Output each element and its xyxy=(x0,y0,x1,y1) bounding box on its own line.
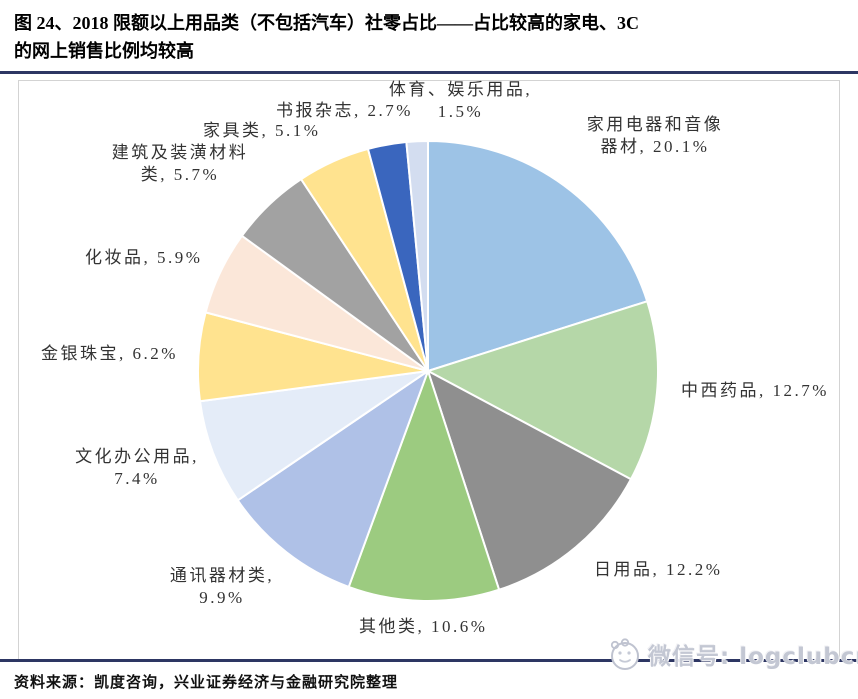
title-divider-rule xyxy=(0,71,858,74)
pie-slice-4 xyxy=(347,370,501,602)
pie-callout-medicine: 中西药品, 12.7% xyxy=(681,380,829,402)
pie-callout-building-materials: 建筑及装潢材料 类, 5.7% xyxy=(104,142,256,186)
wechat-mascot-icon xyxy=(610,638,639,670)
pie-slice-3 xyxy=(427,370,632,591)
pie-slice-1 xyxy=(427,140,649,372)
pie-callout-home-appliances: 家用电器和音像 器材, 20.1% xyxy=(570,114,740,158)
callout-text: 类, 5.7% xyxy=(140,165,220,184)
figure-title: 图 24、2018 限额以上用品类（不包括汽车）社零占比——占比较高的家电、3C… xyxy=(14,9,846,65)
callout-text: 7.4% xyxy=(114,469,160,488)
callout-text: 1.5% xyxy=(437,102,484,121)
watermark-text: 微信号: logclubcn xyxy=(648,644,858,670)
callout-text: 化妆品, 5.9% xyxy=(85,248,203,267)
pie-callout-daily-goods: 日用品, 12.2% xyxy=(594,559,722,581)
footer-divider-rule xyxy=(0,659,858,662)
pie-callout-culture-office: 文化办公用品, 7.4% xyxy=(72,446,202,490)
pie-callout-cosmetics: 化妆品, 5.9% xyxy=(85,247,202,269)
pie-chart xyxy=(197,140,659,602)
figure-title-line1: 图 24、2018 限额以上用品类（不包括汽车）社零占比——占比较高的家电、3C xyxy=(14,13,639,33)
callout-text: 其他类, 10.6% xyxy=(359,617,488,636)
pie-slice-6 xyxy=(199,370,429,502)
pie-callout-books-newspapers: 书报杂志, 2.7% xyxy=(276,100,413,122)
pie-callout-jewelry: 金银珠宝, 6.2% xyxy=(41,343,178,365)
source-note: 资料来源：凯度咨询，兴业证券经济与金融研究院整理 xyxy=(14,675,399,691)
callout-text: 金银珠宝, 6.2% xyxy=(41,344,178,363)
callout-text: 中西药品, 12.7% xyxy=(681,381,829,400)
callout-text: 家具类, 5.1% xyxy=(203,121,321,140)
callout-text: 家用电器和音像 xyxy=(586,115,724,134)
pie-callout-telecom-equipment: 通讯器材类, 9.9% xyxy=(158,565,286,609)
callout-text: 通讯器材类, xyxy=(169,566,275,585)
watermark: 微信号: logclubcn xyxy=(606,636,858,672)
callout-text: 器材, 20.1% xyxy=(600,137,710,156)
figure-title-line2: 的网上销售比例均较高 xyxy=(14,41,194,61)
callout-text: 日用品, 12.2% xyxy=(594,560,723,579)
callout-text: 文化办公用品, xyxy=(75,447,199,466)
callout-text: 体育、娱乐用品, xyxy=(388,80,533,99)
pie-slice-2 xyxy=(427,300,659,481)
callout-text: 9.9% xyxy=(199,588,245,607)
pie-slice-5 xyxy=(236,370,429,588)
callout-text: 建筑及装潢材料 xyxy=(111,143,249,162)
pie-callout-sports-entertainment: 体育、娱乐用品, 1.5% xyxy=(358,79,563,123)
pie-slice-12 xyxy=(405,140,429,372)
pie-callout-others: 其他类, 10.6% xyxy=(359,616,487,638)
pie-callout-furniture: 家具类, 5.1% xyxy=(203,120,320,142)
callout-text: 书报杂志, 2.7% xyxy=(276,101,413,120)
